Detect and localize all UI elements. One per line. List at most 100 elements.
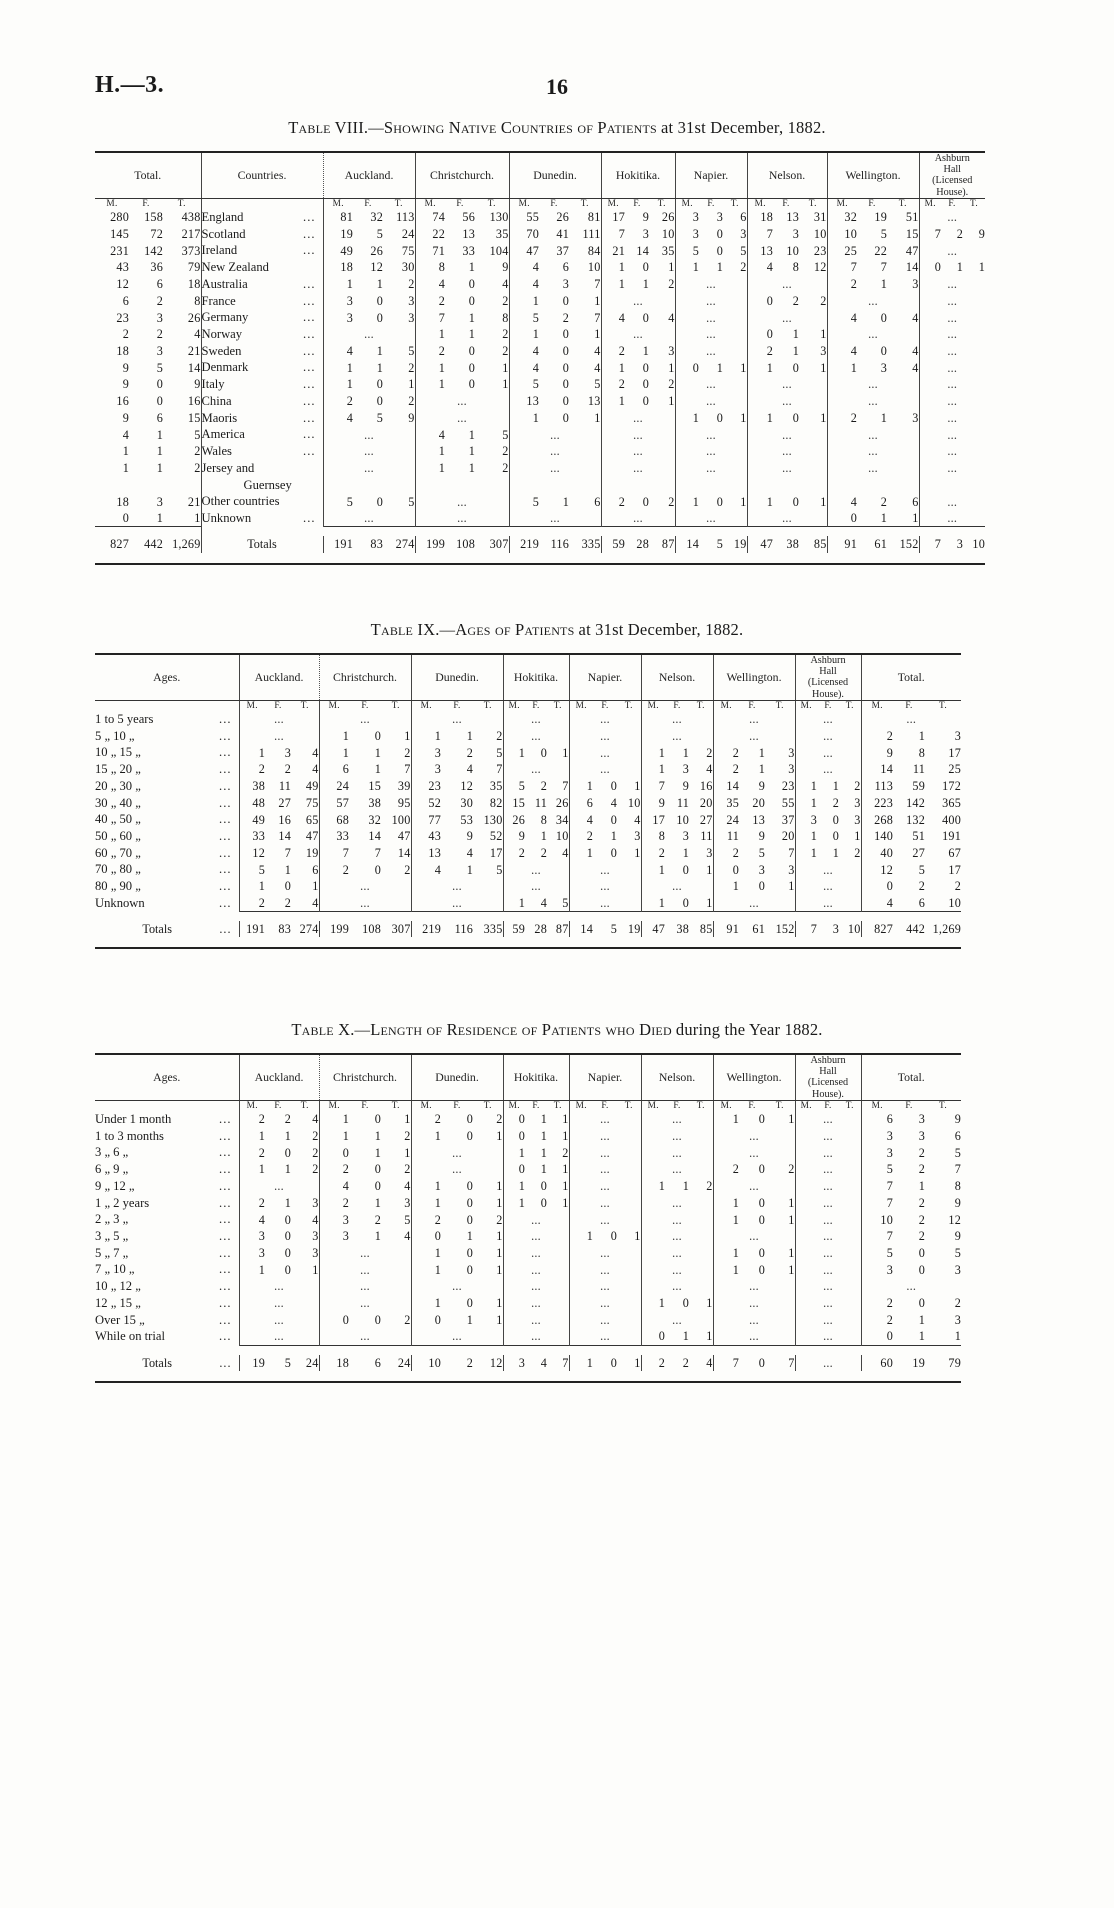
- row-label: Under 1 month...: [95, 1111, 239, 1128]
- subheader-nelson-m: M.: [746, 198, 773, 209]
- col-group-auckland: Auckland.: [238, 1054, 319, 1101]
- cell-nelson: ...: [640, 1194, 713, 1212]
- cell-napier-f: 3: [716, 210, 723, 225]
- cell-dunedin: ...: [410, 878, 503, 895]
- cell-wellington-t: 1: [788, 1246, 795, 1260]
- closing-rule-cell: [861, 1370, 893, 1383]
- cell-hokitika: ...: [502, 1211, 569, 1229]
- leader-dots: ...: [219, 1229, 232, 1244]
- cell-christchurch-f: 1: [374, 745, 381, 760]
- cell-wellington-t: 1: [788, 879, 795, 894]
- col-group-christchurch: Christchurch.: [414, 152, 509, 199]
- subheader-napier-f: F.: [707, 198, 715, 209]
- cell-wellington-m: 2: [826, 275, 857, 293]
- cell-nelson-m: 1: [746, 493, 773, 511]
- cell-nelson: ...: [640, 1144, 713, 1162]
- cell-total-f: 2: [918, 1162, 925, 1177]
- closing-rule-cell: [95, 937, 239, 950]
- cell-hokitika: ...: [600, 326, 675, 343]
- cell-nelson-m: 0: [746, 326, 773, 343]
- table-x: Ages. Auckland. Christchurch. Dunedin. H…: [95, 1053, 961, 1383]
- closing-rule-cell: [509, 552, 539, 565]
- cell-hokitika: ...: [502, 861, 569, 879]
- cell-dunedin-t: 1: [496, 1128, 503, 1143]
- col-group-hokitika: Hokitika.: [600, 152, 675, 199]
- closing-rule-cell: [739, 937, 765, 950]
- cell-ashburn-t: 1: [978, 260, 985, 275]
- cell-auckland-m: 38: [238, 777, 265, 795]
- cell-christchurch-f: 1: [468, 260, 475, 275]
- cell-nelson: ...: [746, 426, 827, 444]
- document-header: H.—3. 16: [95, 72, 1019, 102]
- table-x-caption-date: during the Year 1882.: [675, 1020, 823, 1039]
- table-x-body: Under 1 month... 2 2 4 1 0 1 2 0 2 0 1 1...... 1 0 1...…: [95, 1110, 961, 1346]
- row-label-text: 15 „ 20 „: [95, 762, 141, 777]
- cell-christchurch-t: 2: [404, 862, 411, 877]
- cell-dunedin-f: 0: [466, 1128, 473, 1143]
- cell-nelson-t: 1: [706, 862, 713, 877]
- cell-wellington: ...: [712, 1278, 795, 1295]
- cell-christchurch-m: 57: [318, 794, 349, 812]
- spacer-cell: [893, 911, 925, 922]
- cell-christchurch-f: 32: [368, 812, 381, 827]
- cell-nelson-m: 0: [746, 292, 773, 310]
- cell-totals-hokitika-m: 3: [502, 1354, 525, 1371]
- cell-christchurch-m: 4: [414, 426, 445, 444]
- cell-total-m: 4: [122, 427, 129, 442]
- cell-totals-hokitika-m: 59: [502, 921, 525, 938]
- cell-totals-ashburn-t: 10: [847, 922, 861, 937]
- spacer-cell: [323, 526, 353, 537]
- subheader-wellington-t: T.: [775, 1100, 784, 1111]
- spacer-cell: [349, 1344, 381, 1355]
- cell-wellington-m: 2: [826, 409, 857, 427]
- subheader-napier-t: T.: [624, 1100, 633, 1111]
- cell-dunedin-m: 4: [508, 259, 539, 276]
- paper-identifier: H.—3.: [95, 72, 165, 98]
- cell-totals-napier-m: 14: [568, 921, 593, 938]
- spacer-cell: [441, 1344, 473, 1355]
- row-label-text: Maoris: [201, 410, 238, 425]
- cell-totals-dunedin-f: 116: [454, 922, 473, 937]
- cell-auckland-t: 6: [312, 862, 319, 877]
- cell-christchurch-t: 7: [404, 762, 411, 777]
- cell-dunedin-f: 0: [562, 377, 569, 392]
- cell-napier-m: 1: [568, 777, 593, 795]
- closing-rule-cell: [817, 937, 839, 950]
- closing-rule-cell: [163, 552, 201, 565]
- cell-christchurch-m: 1: [318, 1127, 349, 1145]
- cell-dunedin-m: 1: [508, 326, 539, 343]
- cell-hokitika-f: 8: [540, 812, 547, 827]
- cell-dunedin-f: 2: [466, 745, 473, 760]
- cell-wellington-t: 14: [905, 260, 919, 275]
- spacer-cell: [773, 526, 799, 537]
- cell-dunedin-t: 2: [496, 1212, 503, 1227]
- row-label: Totals: [200, 536, 323, 553]
- cell-christchurch-f: 1: [374, 1128, 381, 1143]
- closing-rule-cell: [291, 937, 319, 950]
- cell-totals-auckland-f: 83: [370, 537, 383, 552]
- spacer-cell: [861, 911, 893, 922]
- subheader-napier-f: F.: [601, 700, 609, 711]
- cell-dunedin-m: 1: [410, 1261, 441, 1279]
- cell-napier: ...: [568, 1110, 641, 1128]
- cell-dunedin-f: 0: [562, 360, 569, 375]
- cell-ashburn: ...: [794, 1177, 861, 1195]
- cell-total-m: 18: [116, 344, 129, 358]
- cell-napier-m: 1: [568, 1228, 593, 1245]
- cell-christchurch-t: 39: [397, 779, 411, 794]
- table-viii-footer: 827 442 1,269 Totals 191 83 274 199 108 307 219 116…: [95, 526, 985, 565]
- cell-hokitika-f: 9: [642, 210, 649, 225]
- subheader-nelson-t: T.: [808, 198, 817, 209]
- cell-christchurch-m: 1: [414, 359, 445, 377]
- table-row: 9 6 15 Maoris... 4 5 9... 1 0 1... 1 0 1 1 0 1 2 1 3...: [95, 409, 985, 427]
- cell-total-t: 15: [187, 410, 201, 425]
- cell-auckland-t: 4: [312, 1212, 319, 1227]
- cell-nelson-m: 18: [746, 208, 773, 226]
- cell-christchurch: ...: [414, 493, 509, 511]
- spacer-cell: [857, 526, 887, 537]
- spacer-cell: [569, 911, 593, 922]
- cell-napier-t: 10: [627, 795, 641, 810]
- cell-christchurch-f: 14: [368, 829, 381, 844]
- cell-total-f: 1: [918, 728, 925, 743]
